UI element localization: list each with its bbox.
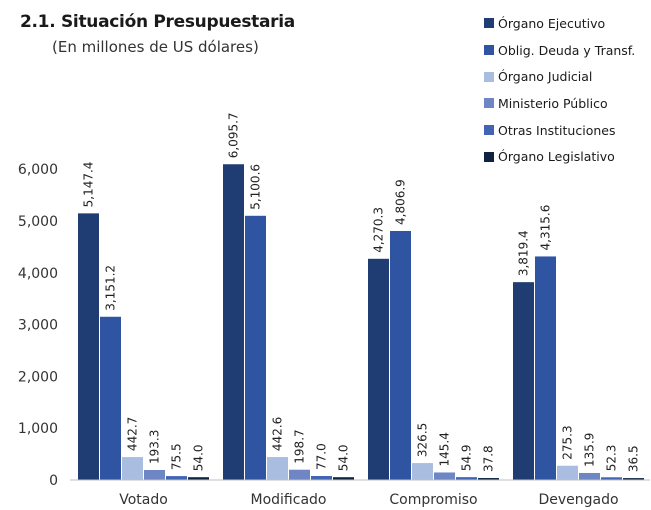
legend-swatch bbox=[484, 98, 494, 109]
y-tick-label: 3,000 bbox=[18, 318, 58, 334]
bar-value-label: 36.5 bbox=[627, 445, 641, 472]
bar-value-label: 54.0 bbox=[192, 444, 206, 471]
legend-item-otras-instituciones: Otras Instituciones bbox=[484, 117, 635, 144]
legend-label: Otras Instituciones bbox=[498, 122, 616, 138]
bar bbox=[267, 457, 288, 480]
y-tick-label: 5,000 bbox=[18, 214, 58, 230]
bar bbox=[478, 478, 499, 480]
bar-value-label: 5,147.4 bbox=[82, 162, 96, 208]
bar-value-label: 6,095.7 bbox=[227, 112, 241, 158]
bar-value-label: 275.3 bbox=[561, 425, 575, 459]
bar-value-label: 54.9 bbox=[460, 444, 474, 471]
bar bbox=[245, 215, 266, 480]
legend-label: Ministerio Público bbox=[498, 95, 608, 111]
bar-value-label: 442.6 bbox=[271, 417, 285, 451]
bar bbox=[289, 469, 310, 480]
legend-item-organo-ejecutivo: Órgano Ejecutivo bbox=[484, 10, 635, 37]
bar-value-label: 3,819.4 bbox=[517, 230, 531, 276]
chart-title: 2.1. Situación Presupuestaria bbox=[20, 12, 295, 32]
bar bbox=[390, 231, 411, 480]
bar bbox=[557, 465, 578, 480]
bar bbox=[456, 477, 477, 480]
chart-subtitle: (En millones de US dólares) bbox=[52, 38, 259, 56]
bar-value-label: 4,270.3 bbox=[372, 207, 386, 253]
bar bbox=[368, 258, 389, 480]
bar bbox=[623, 478, 644, 480]
legend: Órgano Ejecutivo Oblig. Deuda y Transf. … bbox=[484, 10, 635, 170]
y-tick-label: 0 bbox=[49, 473, 58, 489]
bar-value-label: 442.7 bbox=[126, 417, 140, 451]
bar bbox=[122, 457, 143, 480]
legend-item-organo-legislativo: Órgano Legislativo bbox=[484, 143, 635, 170]
y-tick-label: 2,000 bbox=[18, 369, 58, 385]
legend-swatch bbox=[484, 18, 494, 29]
legend-swatch bbox=[484, 151, 494, 162]
legend-swatch bbox=[484, 71, 494, 82]
x-axis: Votado Modificado Compromiso Devengado bbox=[119, 492, 618, 508]
x-category-label: Votado bbox=[119, 492, 168, 508]
bar bbox=[579, 472, 600, 480]
bar-value-label: 37.8 bbox=[482, 445, 496, 472]
bar bbox=[144, 469, 165, 480]
bar bbox=[333, 477, 354, 480]
data-labels: 5,147.4 3,151.2 442.7 193.3 75.5 54.0 6,095.7 5… bbox=[82, 112, 641, 472]
y-tick-label: 6,000 bbox=[18, 162, 58, 178]
y-tick-label: 4,000 bbox=[18, 266, 58, 282]
bar bbox=[513, 282, 534, 480]
bar-value-label: 77.0 bbox=[315, 443, 329, 470]
bar-value-label: 198.7 bbox=[293, 429, 307, 463]
bar-value-label: 145.4 bbox=[438, 432, 452, 466]
bar-value-label: 54.0 bbox=[337, 444, 351, 471]
legend-item-ministerio-publico: Ministerio Público bbox=[484, 90, 635, 117]
bar-value-label: 4,315.6 bbox=[539, 205, 553, 251]
legend-item-oblig-deuda: Oblig. Deuda y Transf. bbox=[484, 37, 635, 64]
legend-item-organo-judicial: Órgano Judicial bbox=[484, 63, 635, 90]
bar bbox=[412, 463, 433, 480]
bar bbox=[311, 476, 332, 480]
bar-value-label: 75.5 bbox=[170, 443, 184, 470]
legend-label: Órgano Judicial bbox=[498, 69, 593, 85]
x-category-label: Devengado bbox=[538, 492, 618, 508]
bar-value-label: 4,806.9 bbox=[394, 179, 408, 225]
bar bbox=[535, 256, 556, 480]
legend-swatch bbox=[484, 125, 494, 136]
x-category-label: Modificado bbox=[251, 492, 327, 508]
bar bbox=[100, 316, 121, 480]
bar-value-label: 3,151.2 bbox=[104, 265, 118, 311]
bars bbox=[78, 164, 644, 480]
y-tick-label: 1,000 bbox=[18, 421, 58, 437]
bar bbox=[188, 477, 209, 480]
bar bbox=[78, 213, 99, 480]
x-category-label: Compromiso bbox=[389, 492, 477, 508]
bar bbox=[601, 477, 622, 480]
bar bbox=[223, 164, 244, 480]
y-axis: 0 1,000 2,000 3,000 4,000 5,000 6,000 bbox=[18, 162, 58, 489]
bar bbox=[166, 476, 187, 480]
bar-value-label: 135.9 bbox=[583, 433, 597, 467]
bar-value-label: 52.3 bbox=[605, 445, 619, 472]
bar-value-label: 193.3 bbox=[148, 430, 162, 464]
bar-value-label: 326.5 bbox=[416, 423, 430, 457]
bar-value-label: 5,100.6 bbox=[249, 164, 263, 210]
legend-label: Órgano Legislativo bbox=[498, 149, 615, 165]
legend-swatch bbox=[484, 45, 494, 56]
bar bbox=[434, 472, 455, 480]
legend-label: Órgano Ejecutivo bbox=[498, 15, 606, 31]
legend-label: Oblig. Deuda y Transf. bbox=[498, 42, 636, 58]
